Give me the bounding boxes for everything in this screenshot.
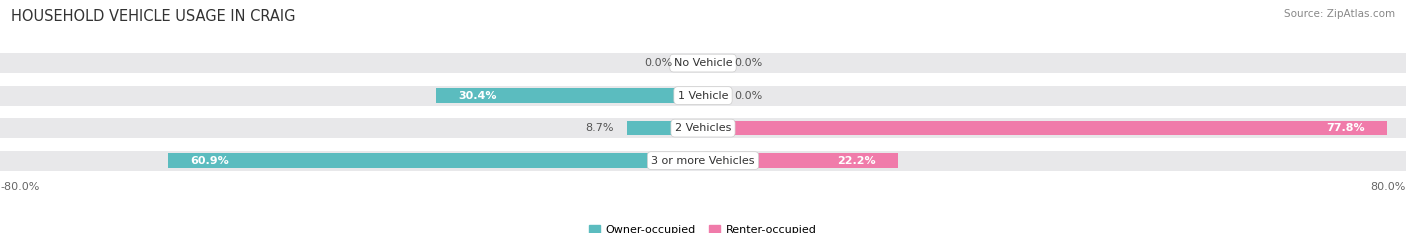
- Text: HOUSEHOLD VEHICLE USAGE IN CRAIG: HOUSEHOLD VEHICLE USAGE IN CRAIG: [11, 9, 295, 24]
- Text: 30.4%: 30.4%: [458, 91, 496, 101]
- Bar: [436, 88, 703, 103]
- Text: 3 or more Vehicles: 3 or more Vehicles: [651, 156, 755, 166]
- Text: -80.0%: -80.0%: [0, 182, 39, 192]
- Text: 2 Vehicles: 2 Vehicles: [675, 123, 731, 133]
- Text: No Vehicle: No Vehicle: [673, 58, 733, 68]
- Text: 0.0%: 0.0%: [644, 58, 672, 68]
- Bar: [0, 86, 1406, 106]
- Bar: [703, 121, 1386, 135]
- Bar: [627, 121, 703, 135]
- Text: 8.7%: 8.7%: [585, 123, 613, 133]
- Bar: [0, 118, 1406, 138]
- Text: 80.0%: 80.0%: [1371, 182, 1406, 192]
- Bar: [703, 153, 898, 168]
- Text: Source: ZipAtlas.com: Source: ZipAtlas.com: [1284, 9, 1395, 19]
- Legend: Owner-occupied, Renter-occupied: Owner-occupied, Renter-occupied: [589, 225, 817, 233]
- Text: 77.8%: 77.8%: [1326, 123, 1365, 133]
- Bar: [167, 153, 703, 168]
- Bar: [0, 53, 1406, 73]
- Bar: [0, 151, 1406, 171]
- Text: 0.0%: 0.0%: [734, 58, 762, 68]
- Text: 60.9%: 60.9%: [190, 156, 229, 166]
- Text: 1 Vehicle: 1 Vehicle: [678, 91, 728, 101]
- Text: 22.2%: 22.2%: [838, 156, 876, 166]
- Text: 0.0%: 0.0%: [734, 91, 762, 101]
